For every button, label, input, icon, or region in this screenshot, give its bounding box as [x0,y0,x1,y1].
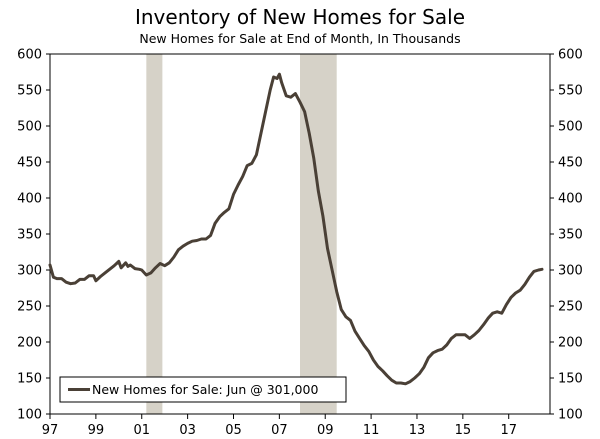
y-tick-label-right: 500 [558,120,583,135]
x-tick-label: 97 [42,423,59,438]
x-tick-label: 17 [500,423,517,438]
y-tick-label-right: 200 [558,336,583,351]
x-tick-label: 03 [179,423,196,438]
chart-title: Inventory of New Homes for Sale [134,5,465,29]
y-tick-label-right: 150 [558,372,583,387]
y-tick-label-right: 550 [558,84,583,99]
x-tick-label: 07 [271,423,288,438]
legend-label: New Homes for Sale: Jun @ 301,000 [92,382,318,397]
y-tick-label-left: 450 [17,156,42,171]
x-tick-label: 09 [317,423,334,438]
x-tick-label: 99 [88,423,105,438]
recession-band-2 [300,54,337,414]
x-tick-label: 15 [455,423,472,438]
recession-band-1 [146,54,163,414]
y-tick-label-left: 150 [17,372,42,387]
legend: New Homes for Sale: Jun @ 301,000 [59,376,347,403]
axis-ticks [46,53,554,419]
series-line-new-homes-for-sale [48,72,544,386]
recession-bands [146,54,337,414]
y-tick-label-left: 200 [17,336,42,351]
x-tick-label: 11 [363,423,380,438]
y-tick-label-left: 100 [17,408,42,423]
y-tick-label-right: 300 [558,264,583,279]
y-tick-label-right: 350 [558,228,583,243]
series-layer [48,72,544,386]
y-tick-label-right: 400 [558,192,583,207]
tick-labels: 100 100 150 150 200 200 250 250 300 300 350 350 400 4… [17,48,583,439]
plot-frame [49,53,551,415]
y-tick-label-right: 250 [558,300,583,315]
y-tick-label-left: 550 [17,84,42,99]
x-tick-label: 13 [409,423,426,438]
y-tick-label-left: 250 [17,300,42,315]
y-tick-label-left: 400 [17,192,42,207]
y-tick-label-left: 500 [17,120,42,135]
y-tick-label-right: 450 [558,156,583,171]
y-tick-label-right: 600 [558,48,583,63]
legend-box [59,376,347,403]
y-tick-label-right: 100 [558,408,583,423]
y-tick-label-left: 600 [17,48,42,63]
x-tick-label: 01 [133,423,150,438]
y-tick-label-left: 300 [17,264,42,279]
chart-subtitle: New Homes for Sale at End of Month, In T… [139,31,461,46]
x-tick-label: 05 [225,423,242,438]
y-tick-label-left: 350 [17,228,42,243]
